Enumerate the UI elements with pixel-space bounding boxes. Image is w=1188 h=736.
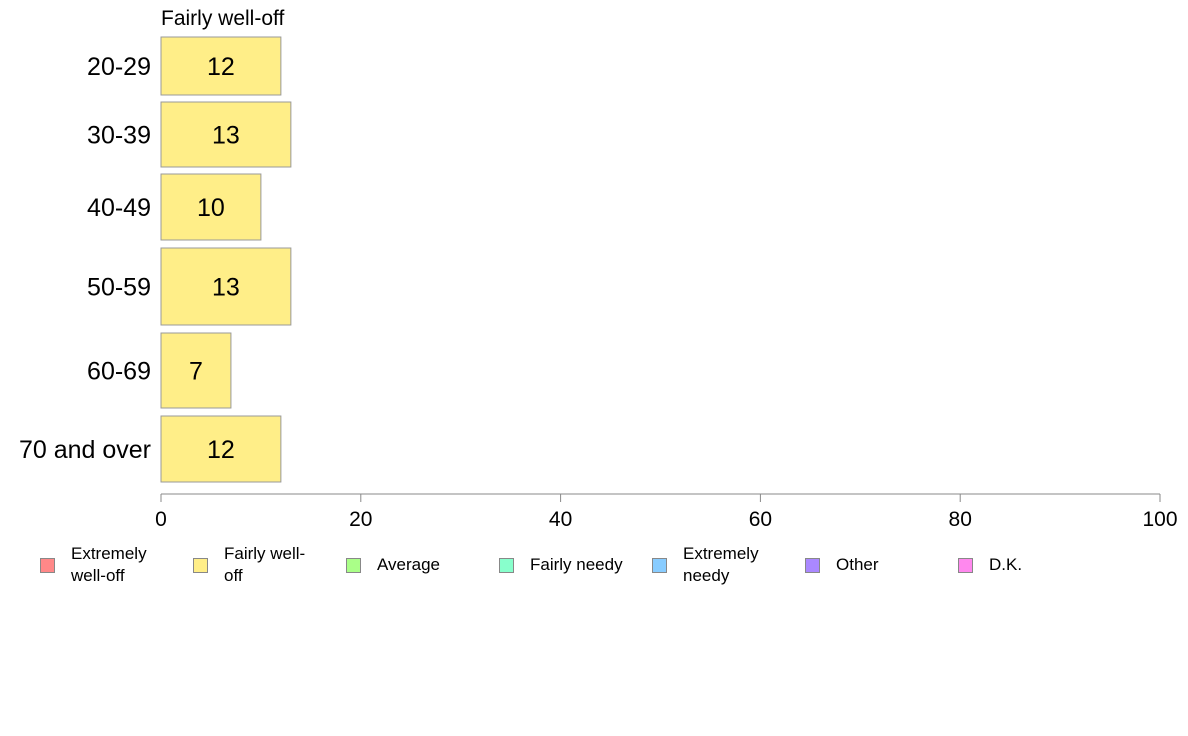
x-tick-label: 60 <box>749 508 772 531</box>
data-label: 13 <box>212 274 240 302</box>
bar <box>160 247 292 326</box>
chart-title: Fairly well-off <box>161 7 284 30</box>
legend-item: Extremely needy <box>652 543 778 587</box>
data-label: 12 <box>207 53 235 81</box>
x-tick-label: 100 <box>1142 508 1177 531</box>
category-label: 70 and over <box>19 436 151 464</box>
legend-swatch <box>805 557 820 573</box>
legend-label: Other <box>836 555 879 574</box>
legend-item: D.K. <box>958 543 1084 587</box>
data-label: 12 <box>207 436 235 464</box>
category-label: 60-69 <box>87 358 151 386</box>
legend-label: Fairly needy <box>530 555 623 574</box>
legend-swatch <box>652 557 667 573</box>
bar-chart: Fairly well-off 12 13 10 13 7 12 20-29 30-39 40… <box>19 7 1178 531</box>
x-tick-label: 40 <box>549 508 572 531</box>
data-label: 7 <box>189 358 203 386</box>
x-tick-label: 0 <box>155 508 167 531</box>
category-label: 30-39 <box>87 122 151 150</box>
bar <box>160 415 282 483</box>
legend-label: D.K. <box>989 555 1023 574</box>
legend-label: Extremely well-off <box>71 544 147 585</box>
category-label: 50-59 <box>87 274 151 302</box>
legend: Extremely well-off Fairly well-off Average… <box>0 543 1188 593</box>
legend-swatch <box>499 557 514 573</box>
data-label: 13 <box>212 122 240 150</box>
legend-label: Extremely needy <box>683 544 759 585</box>
category-label: 40-49 <box>87 194 151 222</box>
legend-swatch <box>346 557 361 573</box>
legend-swatch <box>193 557 208 573</box>
legend-label: Fairly well-off <box>224 544 306 585</box>
legend-item: Average <box>346 543 472 587</box>
bar <box>160 36 282 96</box>
legend-swatch <box>40 557 55 573</box>
bar <box>160 173 262 241</box>
data-label: 10 <box>197 194 225 222</box>
legend-swatch <box>958 557 973 573</box>
legend-item: Other <box>805 543 931 587</box>
x-tick-label: 80 <box>949 508 972 531</box>
bar <box>160 101 292 168</box>
bar <box>160 332 232 409</box>
x-tick-label: 20 <box>349 508 372 531</box>
category-label: 20-29 <box>87 53 151 81</box>
legend-label: Average <box>377 555 441 574</box>
legend-item: Fairly needy <box>499 543 625 587</box>
legend-item: Fairly well-off <box>193 543 319 587</box>
legend-item: Extremely well-off <box>40 543 166 587</box>
